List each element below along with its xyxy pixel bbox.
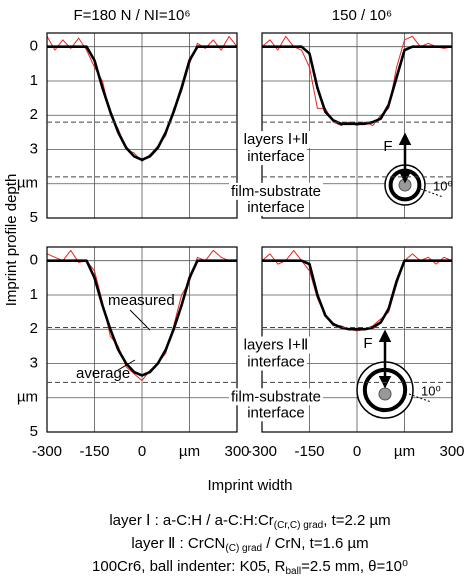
panel-frame [46,32,238,219]
caption-part: =2.5 mm, θ=10⁰ [301,558,408,575]
caption: 100Cr6, ball indenter: K05, Rball=2.5 mm… [92,558,408,577]
y-tick-label: 1 [30,72,38,89]
annotation: interface [247,353,305,370]
annotation: layers Ⅰ+Ⅱ [244,131,309,148]
caption-part: , t=2.2 µm [323,512,390,529]
annotation-bg [245,148,307,166]
force-label: F [363,335,372,352]
leader [129,309,151,331]
annotation: interface [247,148,305,165]
caption-part: 100Cr6, ball indenter: K05, R [92,558,286,575]
caption-part: (Cr,C) grad [274,520,323,531]
x-tick-label: 300 [439,443,464,460]
icon-ball [378,387,392,401]
annotation-bg [245,198,307,216]
annotation: film-substrate [231,183,321,200]
annotation-bg [241,336,311,354]
angle-label: 10⁰ [433,178,453,193]
x-tick-label: 0 [353,443,361,460]
y-tick-label: µm [17,175,38,192]
y-tick-label: 5 [30,209,38,226]
x-tick-label: 300 [224,443,249,460]
angle-label: 10⁰ [421,383,441,398]
y-tick-label: µm [17,389,38,406]
y-axis-label: Imprint profile depth [3,174,20,307]
y-tick-label: 2 [30,320,38,337]
x-axis-label: Imprint width [207,477,292,494]
caption-part: (C) grad [225,543,262,554]
panel-title: F=180 N / NI=10⁶ [73,7,190,24]
panel-frame [261,32,453,219]
caption: layer Ⅰ : a-C:H / a-C:H:Cr(Cr,C) grad, t… [109,512,390,531]
y-tick-label: 0 [30,252,38,269]
annotation-bg [228,388,324,406]
y-tick-label: 5 [30,423,38,440]
caption-part: layer Ⅱ : CrCN [131,535,225,552]
caption-part: / CrN, t=1.6 µm [262,535,369,552]
caption: layer Ⅱ : CrCN(C) grad / CrN, t=1.6 µm [131,535,368,554]
force-label: F [383,138,392,155]
annotation-bg [241,131,311,149]
average-line [262,45,452,126]
x-tick-label: -300 [247,443,277,460]
y-tick-label: 3 [30,354,38,371]
annotation: interface [247,199,305,216]
annotation-bg [245,353,307,371]
y-tick-label: 2 [30,106,38,123]
annotation-bg [228,182,324,200]
annotation: layers Ⅰ+Ⅱ [244,336,309,353]
measured-line [46,35,238,162]
x-tick-label: -150 [294,443,324,460]
x-tick-label: 0 [138,443,146,460]
x-tick-label: µm [394,443,415,460]
series-label: average [76,365,130,382]
x-tick-label: -150 [79,443,109,460]
panel-title: 150 / 10⁶ [332,7,392,24]
caption-part: layer Ⅰ : a-C:H / a-C:H:Cr [109,512,273,529]
average-line [47,259,237,377]
annotation-bg [245,404,307,422]
x-tick-label: µm [179,443,200,460]
x-tick-label: -300 [32,443,62,460]
panel-frame [46,246,238,433]
leader [117,359,136,371]
average-line [262,259,452,331]
annotation: film-substrate [231,388,321,405]
y-tick-label: 1 [30,286,38,303]
y-tick-label: 3 [30,140,38,157]
caption-part: ball [285,566,301,577]
average-line [47,45,237,162]
annotation: interface [247,404,305,421]
y-tick-label: 0 [30,38,38,55]
series-label: measured [108,292,175,309]
